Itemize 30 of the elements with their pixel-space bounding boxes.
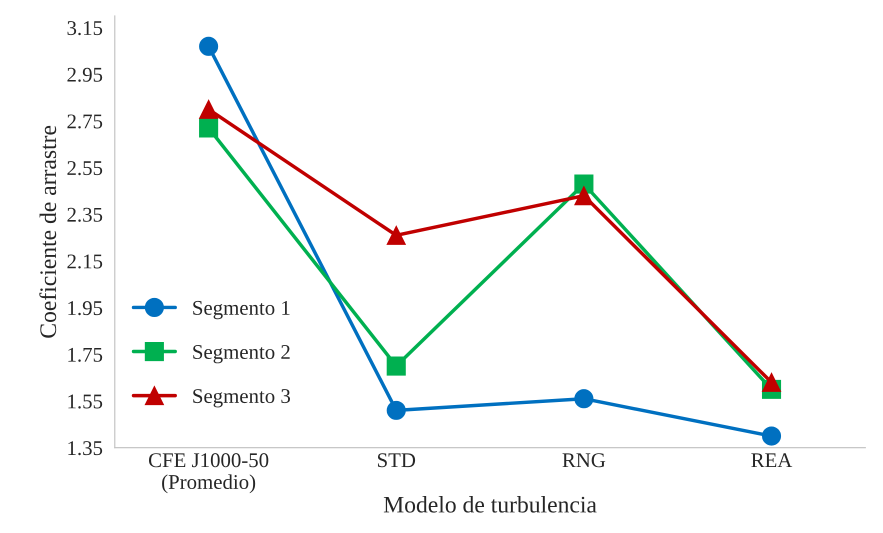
point bbox=[199, 36, 218, 56]
x-tick-label: REA bbox=[751, 453, 792, 468]
y-tick-label: 2.55 bbox=[67, 161, 102, 176]
y-tick-label: 1.95 bbox=[68, 301, 102, 316]
point bbox=[386, 356, 406, 376]
point bbox=[574, 389, 594, 408]
y-axis-title: Coeficiente de arrastre bbox=[39, 126, 56, 338]
y-tick-label: 1.75 bbox=[68, 348, 102, 362]
x-tick-label: RNG bbox=[562, 453, 606, 468]
legend-label: Segmento 3 bbox=[193, 389, 290, 408]
x-tick-label: STD bbox=[378, 453, 416, 468]
point bbox=[762, 372, 782, 392]
y-tick-label: 2.95 bbox=[67, 68, 102, 82]
y-tick-label: 1.55 bbox=[68, 394, 102, 409]
y-tick-label: 2.75 bbox=[67, 114, 102, 129]
legend-label: Segmento 1 bbox=[193, 300, 290, 320]
point bbox=[199, 100, 218, 119]
y-tick-label: 2.15 bbox=[67, 254, 102, 269]
point bbox=[386, 226, 406, 245]
x-axis-title: Modelo de turbulencia bbox=[384, 496, 597, 513]
y-tick-label: 2.35 bbox=[67, 208, 102, 222]
point bbox=[574, 174, 594, 194]
point bbox=[199, 118, 218, 138]
point bbox=[574, 186, 594, 206]
y-tick-label: 1.35 bbox=[68, 441, 102, 456]
y-tick-label: 3.15 bbox=[68, 21, 102, 36]
x-tick-label: CFE J1000-50 (Promedio) bbox=[148, 453, 268, 494]
legend-label: Segmento 2 bbox=[193, 345, 290, 364]
point bbox=[762, 426, 782, 446]
point bbox=[386, 400, 406, 420]
